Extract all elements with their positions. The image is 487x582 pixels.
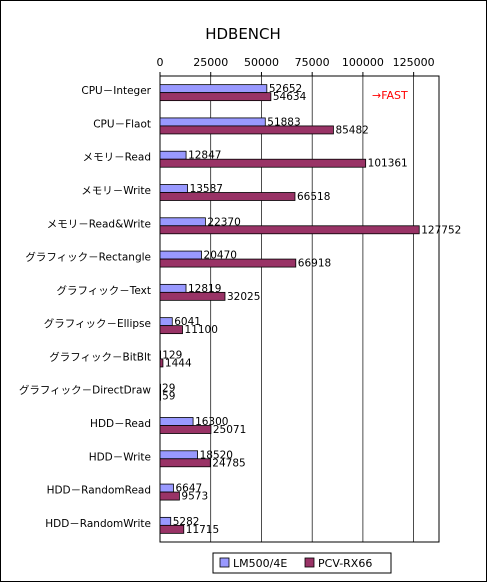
category-label: メモリ－Read (83, 152, 151, 164)
data-label: 6647 (175, 483, 202, 495)
bar-lm500 (159, 450, 198, 460)
data-label: 51883 (267, 116, 300, 128)
legend-label-lm500: LM500/4E (233, 557, 287, 570)
bar-lm500 (159, 283, 187, 293)
bar-pcv (159, 491, 180, 501)
category-label: グラフィック－BitBlt (49, 350, 151, 363)
bar-lm500 (159, 483, 174, 493)
bar-lm500 (159, 84, 268, 94)
category-labels: CPU－Integer CPU－Flaot メモリ－Read メモリ－Write メモリ… (19, 85, 152, 530)
legend-box (212, 552, 392, 574)
plot-area (159, 75, 440, 543)
bar-pcv (159, 425, 212, 434)
category-label: グラフィック－Ellipse (44, 317, 151, 330)
x-tick-label: 25000 (193, 56, 228, 69)
data-label: 101361 (368, 158, 408, 170)
bar-lm500 (159, 250, 202, 260)
category-label: メモリ－Write (81, 185, 151, 197)
bar-pcv (159, 92, 272, 102)
data-label: 85482 (335, 124, 368, 136)
bar-lm500 (159, 350, 162, 360)
data-label: 22370 (207, 216, 240, 228)
bar-pcv (159, 125, 334, 135)
data-label: 1444 (165, 357, 192, 369)
bar-pcv (159, 524, 185, 534)
bar-pcv (159, 291, 226, 301)
bar-lm500 (159, 117, 266, 127)
category-label: グラフィック－Text (56, 284, 151, 297)
bar-lm500 (159, 217, 206, 227)
bars (159, 84, 420, 534)
data-label: 54634 (273, 91, 307, 103)
x-tick-label: 50000 (244, 56, 279, 69)
data-label: 11715 (186, 524, 219, 536)
bar-lm500 (159, 383, 162, 393)
category-label: HDD－RandomWrite (45, 518, 151, 530)
bar-lm500 (159, 317, 173, 327)
x-tick-label: 100000 (342, 56, 384, 69)
category-label: グラフィック－DirectDraw (19, 384, 152, 397)
x-tick-label: 75000 (295, 56, 330, 69)
data-label: 25071 (213, 424, 246, 436)
bar-lm500 (159, 417, 194, 426)
category-label: グラフィック－Rectangle (25, 251, 151, 264)
data-label: 29 (162, 383, 175, 395)
gridlines (210, 76, 414, 542)
data-label: 12819 (188, 283, 221, 295)
category-label: HDD－RandomRead (47, 485, 151, 497)
data-label: 12847 (188, 150, 221, 162)
legend-swatch-lm500 (219, 557, 230, 568)
x-tick-label: 0 (157, 56, 164, 69)
fast-annotation: →FAST (372, 89, 408, 102)
data-label: 11100 (185, 324, 218, 336)
chart-title: HDBENCH (205, 25, 281, 43)
bar-pcv (159, 158, 367, 168)
data-label: 16300 (195, 416, 228, 428)
data-label: 32025 (227, 291, 260, 303)
data-label: 66518 (297, 191, 330, 203)
data-label: 20470 (204, 250, 237, 262)
bar-pcv (159, 391, 162, 401)
bar-pcv (159, 325, 183, 335)
data-label: 66918 (298, 258, 331, 270)
data-label: 59 (162, 391, 175, 403)
data-label: 6041 (174, 316, 201, 328)
category-label: CPU－Flaot (93, 118, 151, 130)
legend: LM500/4E PCV-RX66 (212, 552, 392, 574)
legend-label-pcv: PCV-RX66 (318, 557, 372, 570)
x-axis-ticks: 0 25000 50000 75000 100000 125000 (157, 56, 435, 76)
data-label: 9573 (181, 491, 208, 503)
bar-lm500 (159, 184, 188, 193)
bar-pcv (159, 458, 211, 468)
bar-pcv (159, 258, 297, 268)
legend-swatch-pcv (304, 557, 315, 568)
data-label: 5282 (173, 516, 200, 528)
bar-pcv (159, 225, 420, 235)
data-label: 129 (162, 349, 182, 361)
data-label: 18520 (200, 449, 233, 461)
data-label: 127752 (421, 224, 461, 236)
bar-lm500 (159, 150, 187, 160)
bar-pcv (159, 192, 296, 201)
data-label: 52652 (269, 83, 302, 95)
data-label: 13587 (190, 183, 223, 195)
category-label: HDD－Read (90, 418, 151, 430)
bar-pcv (159, 358, 164, 368)
category-label: メモリ－Read&Write (47, 218, 151, 230)
category-label: HDD－Write (89, 451, 151, 463)
data-label: 24785 (212, 457, 245, 469)
category-label: CPU－Integer (81, 85, 151, 97)
bar-lm500 (159, 516, 172, 526)
x-tick-label: 125000 (393, 56, 435, 69)
